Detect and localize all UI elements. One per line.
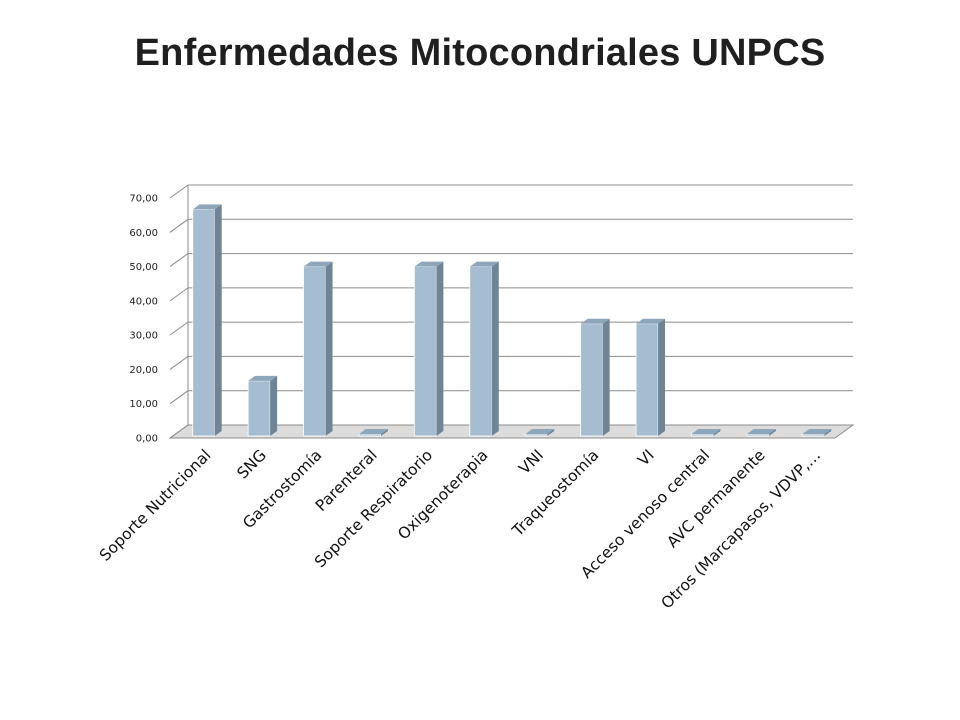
x-tick-label: VNI: [515, 446, 547, 478]
y-tick-label: 50,00: [129, 262, 158, 273]
bar: [801, 429, 832, 437]
bar-side: [325, 261, 333, 436]
gridline-diagonal: [169, 218, 189, 233]
x-tick-label: Soporte Nutricional: [96, 446, 215, 565]
bar: [746, 429, 776, 437]
bar-front: [469, 266, 493, 437]
gridline-diagonal: [169, 424, 189, 439]
bar-top: [414, 261, 444, 267]
bar-top: [303, 261, 333, 267]
bar-side: [658, 318, 666, 436]
bar-front: [413, 266, 437, 437]
x-tick-label: AVC permanente: [663, 446, 768, 551]
y-tick-label: 0,00: [136, 434, 158, 445]
y-tick-label: 30,00: [129, 331, 158, 342]
bar-side: [436, 261, 444, 436]
y-tick-label: 70,00: [129, 194, 158, 205]
x-axis: Soporte Nutricional SNGGastrostomíaParent…: [96, 446, 824, 612]
bar-front: [801, 433, 825, 437]
gridline-diagonal: [169, 253, 189, 267]
bar-front: [192, 209, 216, 437]
bar-top: [802, 429, 832, 434]
bar-front: [635, 323, 659, 437]
bar-side: [491, 261, 499, 436]
gridline-diagonal: [169, 184, 189, 199]
bar: [192, 204, 222, 437]
bar-top: [358, 429, 388, 434]
bar-front: [358, 433, 382, 437]
gridline-diagonal: [169, 287, 189, 302]
bar-side: [602, 318, 610, 436]
bar: [469, 261, 499, 437]
y-tick-label: 20,00: [129, 365, 158, 376]
x-tick-label: SNG: [234, 446, 270, 482]
bar-top: [192, 204, 222, 210]
bar-front: [303, 266, 326, 437]
bar: [524, 429, 555, 437]
bar-front: [691, 433, 714, 437]
bar-side: [713, 429, 721, 436]
bar-side: [380, 429, 388, 436]
bar-top: [636, 318, 666, 324]
bar: [303, 261, 333, 437]
bar: [358, 429, 388, 437]
bar-top: [691, 429, 721, 434]
y-tick-label: 40,00: [129, 296, 158, 307]
x-tick-label: VI: [634, 446, 657, 469]
bar-side: [214, 204, 222, 436]
bar-front: [580, 323, 604, 437]
chart-bars: [192, 204, 832, 437]
bar: [247, 375, 278, 437]
bar-top: [469, 261, 499, 267]
y-tick-label: 10,00: [129, 399, 158, 410]
bar-front: [524, 433, 548, 437]
bar-side: [824, 429, 832, 436]
bar-side: [547, 429, 555, 436]
y-tick-label: 60,00: [129, 228, 158, 239]
bar-top: [525, 429, 555, 434]
chart-title: Enfermedades Mitocondriales UNPCS: [134, 32, 826, 74]
bar-front: [247, 380, 271, 437]
bar: [691, 429, 721, 437]
bar-top: [580, 318, 610, 324]
bar: [413, 261, 444, 437]
gridline-diagonal: [169, 390, 189, 405]
bar-side: [768, 429, 776, 436]
bar: [635, 318, 666, 437]
bar-front: [746, 433, 770, 437]
bar-side: [270, 375, 278, 436]
gridline-diagonal: [169, 321, 189, 336]
bar: [580, 318, 610, 437]
gridline-diagonal: [169, 356, 189, 370]
bar-top: [746, 429, 776, 434]
chart-gridlines: [169, 184, 853, 439]
bar-top: [248, 375, 278, 381]
y-axis: 0,00 10,00 20,00 30,00 40,00 50,00 60,00 70,00: [129, 194, 158, 445]
